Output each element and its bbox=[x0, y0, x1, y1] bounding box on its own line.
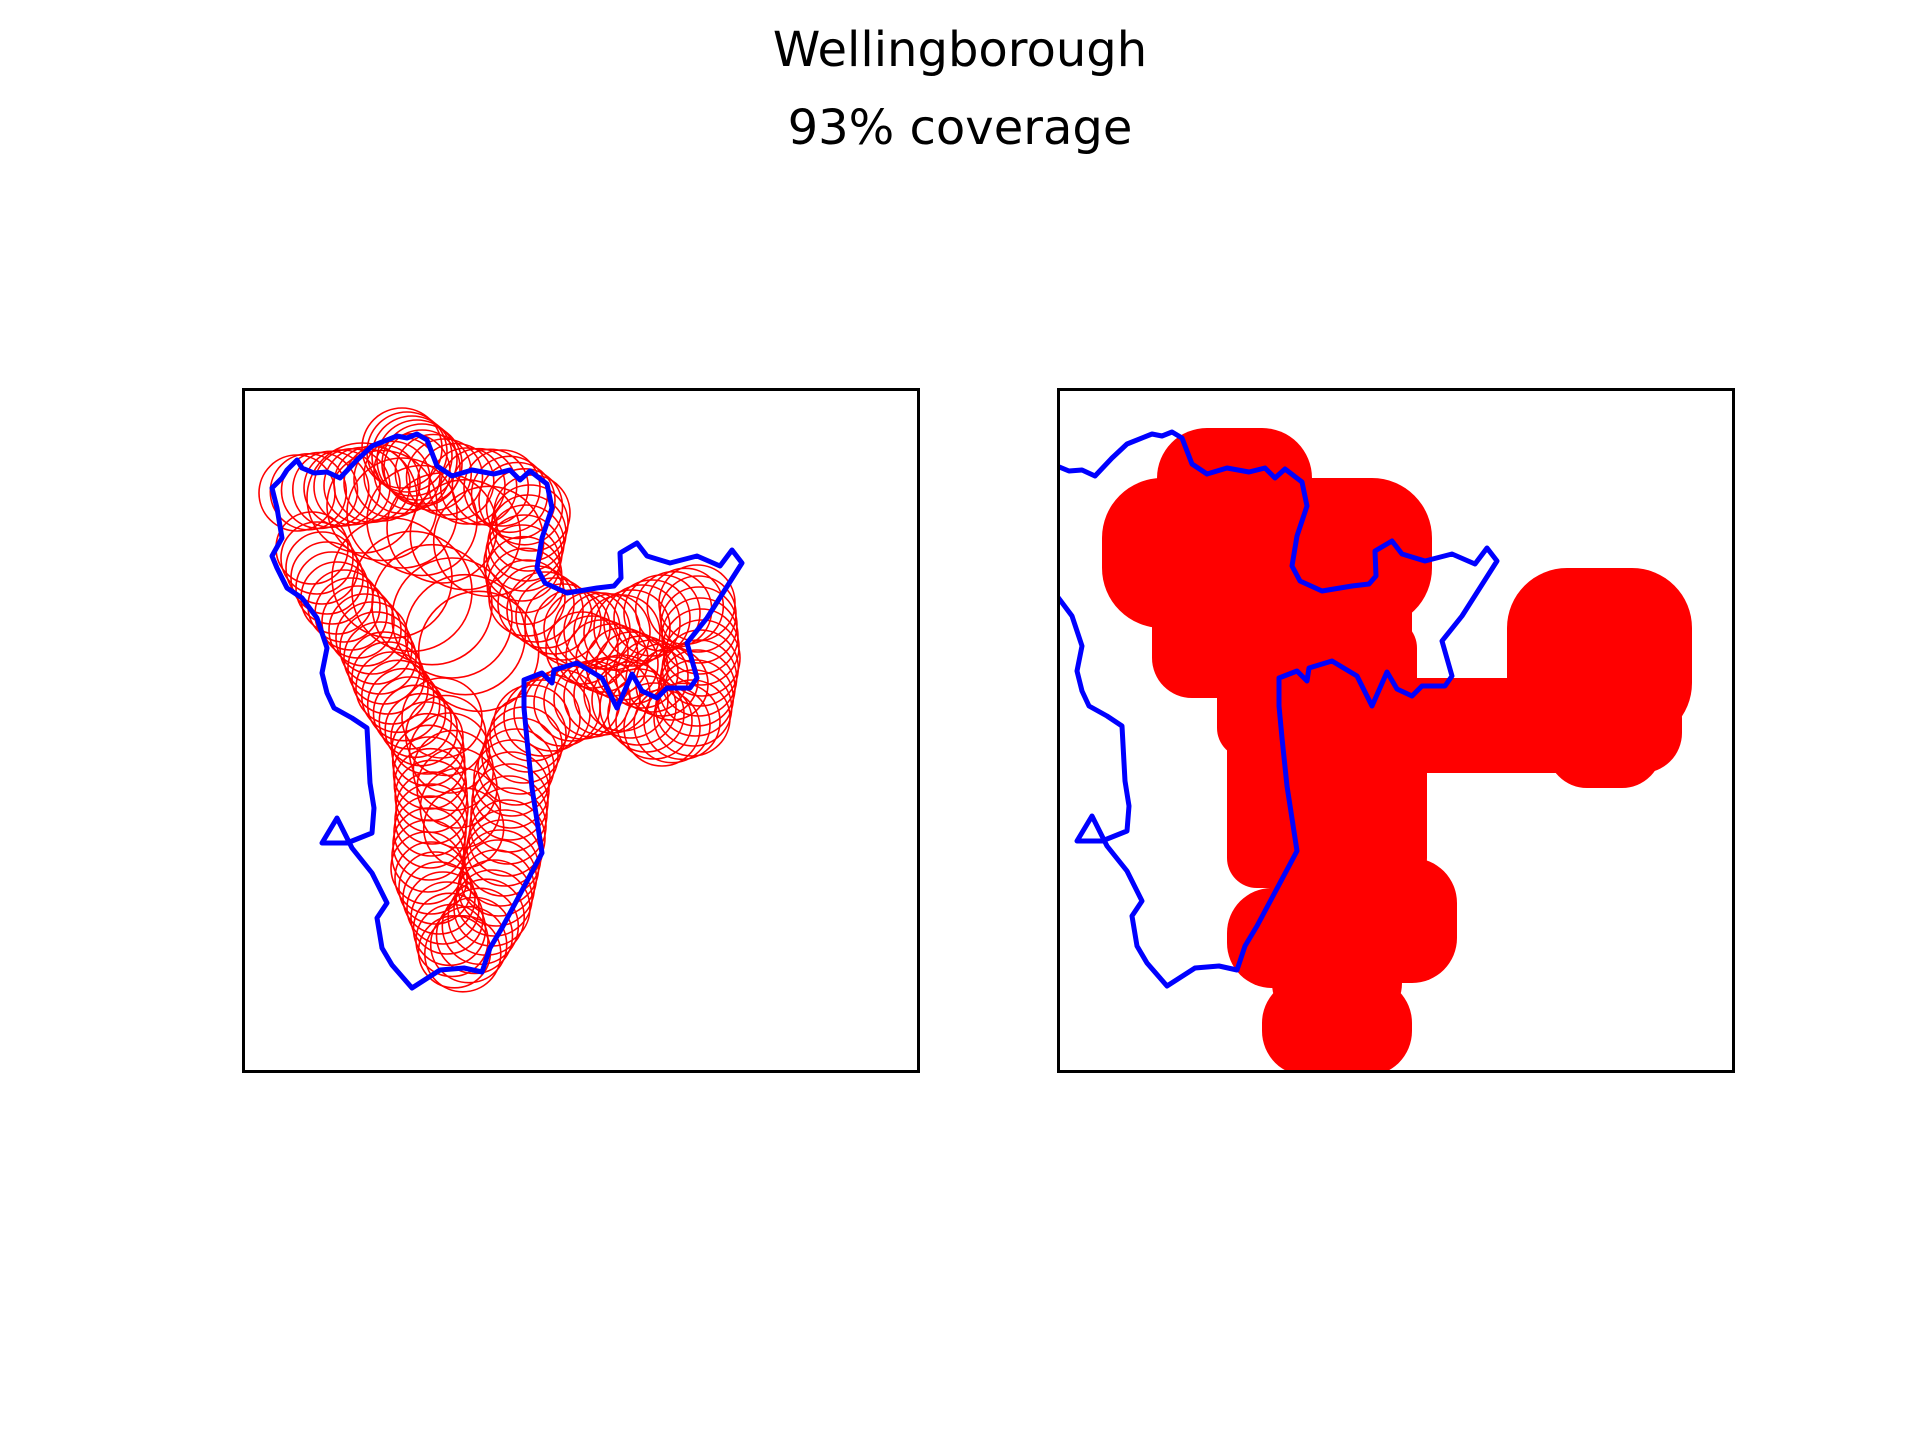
coverage-circle bbox=[371, 415, 453, 497]
coverage-circle bbox=[398, 851, 472, 925]
coverage-circle bbox=[391, 557, 513, 679]
coverage-circle bbox=[326, 449, 438, 562]
coverage-circle bbox=[615, 682, 693, 760]
coverage-circle bbox=[447, 878, 525, 957]
coverage-circle bbox=[417, 590, 540, 713]
coverage-circle bbox=[463, 449, 541, 527]
coverage-circle bbox=[653, 679, 731, 757]
coverage-circle bbox=[565, 619, 639, 693]
coverage-circle bbox=[472, 751, 550, 829]
coverage-circle bbox=[404, 573, 527, 696]
coverage-circle bbox=[471, 763, 549, 841]
circles-map-panel bbox=[242, 388, 920, 1073]
coverage-circle bbox=[386, 472, 498, 584]
coverage-circle bbox=[485, 468, 564, 546]
coverage-circle bbox=[381, 423, 463, 505]
right-panel-frame bbox=[1057, 388, 1735, 1073]
coverage-circle bbox=[346, 457, 458, 569]
coverage-circle bbox=[394, 783, 468, 857]
coverage-union-shape bbox=[1102, 428, 1692, 1073]
coverage-circle bbox=[429, 905, 508, 984]
coverage-circle bbox=[555, 615, 629, 689]
coverage-circle bbox=[524, 583, 602, 661]
coverage-circle bbox=[424, 914, 502, 993]
coverage-circle bbox=[419, 767, 502, 849]
figure-title: Wellingborough bbox=[772, 22, 1148, 78]
coverage-circle bbox=[371, 543, 493, 666]
district-boundary bbox=[269, 431, 745, 991]
coverage-circle bbox=[290, 541, 364, 615]
coverage-circle bbox=[503, 679, 581, 757]
coverage-circle bbox=[493, 684, 571, 762]
coverage-circle bbox=[394, 841, 468, 915]
coverage-circle bbox=[468, 799, 546, 877]
coverage-circle bbox=[459, 839, 538, 917]
left-panel-frame bbox=[242, 388, 920, 1073]
coverage-circle bbox=[343, 621, 417, 695]
coverage-circle bbox=[306, 442, 418, 554]
coverage-circle bbox=[361, 407, 443, 489]
coverage-circle bbox=[391, 724, 466, 799]
coverage-circle bbox=[473, 739, 551, 817]
coverage-circle bbox=[390, 701, 464, 775]
union-map-panel bbox=[1057, 388, 1735, 1073]
coverage-circle bbox=[623, 574, 701, 652]
coverage-circle bbox=[605, 635, 679, 709]
coverage-circle bbox=[477, 728, 555, 806]
coverage-circle bbox=[416, 747, 498, 829]
coverage-circle bbox=[392, 736, 467, 810]
coverage-circle bbox=[383, 429, 461, 507]
coverage-circle bbox=[422, 787, 505, 869]
coverage-circle bbox=[643, 682, 721, 761]
coverage-circle bbox=[328, 593, 402, 667]
coverage-circle bbox=[393, 795, 467, 869]
coverage-circle bbox=[366, 464, 478, 577]
coverage-circle bbox=[613, 579, 691, 657]
coverage-circle bbox=[506, 571, 584, 649]
coverage-subtitle: 93% coverage bbox=[787, 100, 1133, 156]
coverage-circle bbox=[409, 478, 522, 591]
coverage-circle bbox=[402, 861, 476, 935]
coverage-circle bbox=[339, 611, 413, 685]
coverage-circle bbox=[545, 611, 619, 685]
coverage-circles-group bbox=[258, 407, 741, 993]
coverage-circle bbox=[595, 631, 669, 705]
coverage-circle bbox=[441, 887, 520, 966]
coverage-circle bbox=[391, 819, 465, 893]
district-boundary bbox=[1057, 429, 1500, 989]
coverage-circle bbox=[331, 517, 453, 639]
coverage-circle bbox=[478, 461, 556, 540]
coverage-circle bbox=[615, 639, 689, 713]
